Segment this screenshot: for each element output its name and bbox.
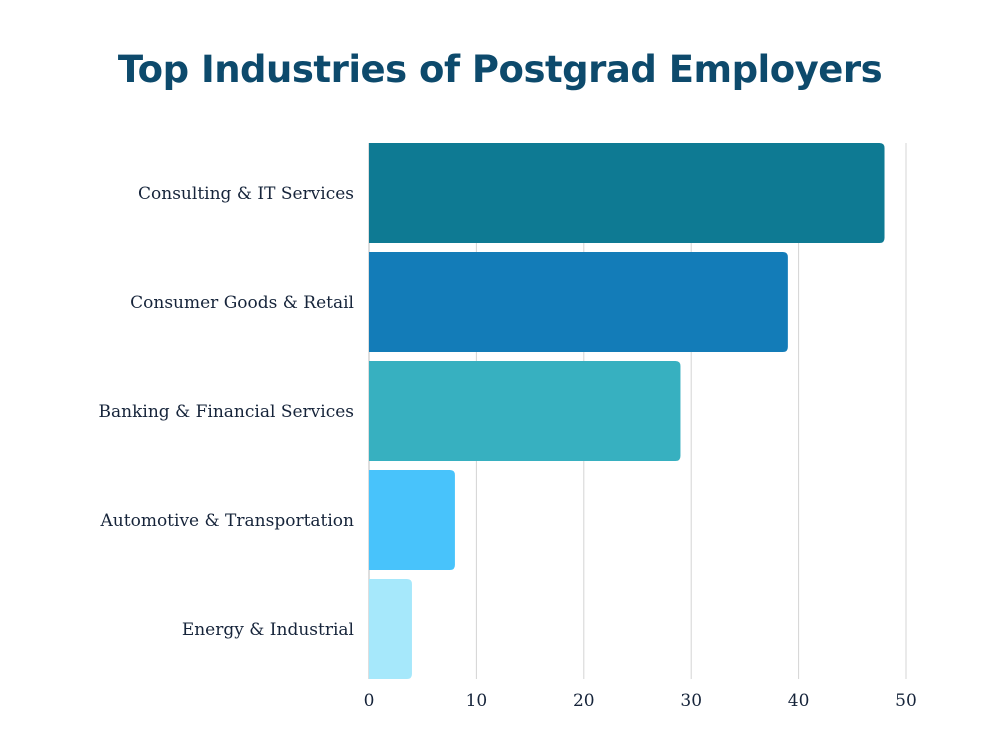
bar	[369, 143, 885, 243]
bar	[369, 579, 412, 679]
x-tick-label: 30	[680, 691, 702, 711]
category-label: Energy & Industrial	[182, 620, 354, 640]
category-label: Consulting & IT Services	[138, 184, 354, 204]
x-tick-label: 20	[573, 691, 595, 711]
x-tick-label: 50	[895, 691, 917, 711]
x-axis-ticks: 0 10 20 30 40 50	[364, 691, 917, 711]
x-tick-label: 40	[788, 691, 810, 711]
category-label: Banking & Financial Services	[99, 402, 354, 422]
x-tick-label: 10	[466, 691, 488, 711]
x-tick-label: 0	[364, 691, 375, 711]
bars	[369, 143, 885, 679]
bar	[369, 470, 455, 570]
chart-title: Top Industries of Postgrad Employers	[117, 48, 883, 91]
bar	[369, 361, 681, 461]
category-label: Consumer Goods & Retail	[130, 293, 354, 313]
category-label: Automotive & Transportation	[100, 511, 355, 531]
category-labels: Consulting & IT Services Consumer Goods &…	[99, 184, 355, 640]
bar	[369, 252, 788, 352]
